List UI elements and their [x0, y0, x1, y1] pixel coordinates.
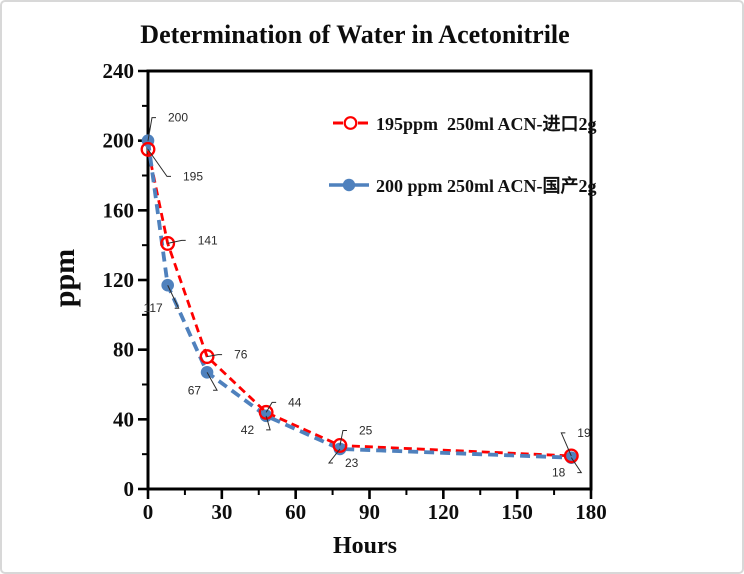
- data-label: 67: [188, 383, 202, 397]
- y-tick-label: 80: [113, 338, 134, 362]
- red-dashed-open-circle-marker-icon: [333, 116, 368, 130]
- data-label: 25: [359, 423, 373, 437]
- y-axis-label: ppm: [48, 248, 81, 308]
- leader-line: [265, 415, 271, 431]
- y-tick-label: 40: [113, 407, 134, 431]
- x-tick-label: 30: [211, 500, 232, 524]
- marker-open-circle-0: [258, 404, 274, 420]
- y-tick-label: 120: [103, 268, 135, 292]
- leader-line: [167, 285, 180, 309]
- chart-title: Determination of Water in Acetonitrile: [140, 20, 570, 49]
- leader-line: [570, 457, 583, 474]
- data-label: 18: [552, 466, 566, 480]
- data-label: 23: [345, 456, 359, 470]
- leader-line: [339, 429, 347, 446]
- x-tick-label: 0: [143, 500, 154, 524]
- leader-line: [206, 354, 223, 358]
- data-label: 76: [234, 348, 248, 362]
- leader-line: [147, 117, 156, 141]
- data-label: 42: [241, 423, 255, 437]
- data-label: 19: [577, 426, 591, 440]
- legend-entry-domestic: 200 ppm 250ml ACN-国产2g: [329, 172, 597, 198]
- x-tick-label: 60: [285, 500, 306, 524]
- x-tick-label: 180: [575, 500, 607, 524]
- marker-open-circle-0: [199, 349, 215, 365]
- legend-entry-imported: 195ppm 250ml ACN-进口2g: [332, 110, 597, 136]
- marker-open-circle-0: [332, 438, 348, 453]
- data-label: 195: [183, 169, 203, 183]
- marker-open-circle-0: [563, 448, 579, 464]
- blue-solid-filled-circle-marker-icon: [329, 178, 369, 192]
- x-tick-label: 90: [359, 500, 380, 524]
- data-label: 141: [198, 233, 218, 247]
- marker-open-circle-0: [140, 141, 156, 157]
- x-tick-label: 150: [501, 500, 533, 524]
- series-line-1: [146, 140, 572, 460]
- leader-line: [265, 401, 277, 413]
- y-tick-label: 160: [103, 198, 135, 222]
- legend-label-domestic: 200 ppm 250ml ACN-国产2g: [376, 176, 597, 196]
- marker-open-circle-0: [160, 235, 176, 251]
- data-label: 117: [144, 301, 163, 315]
- leader-line: [167, 239, 186, 244]
- x-axis-label: Hours: [332, 533, 397, 559]
- data-label: 44: [288, 395, 302, 409]
- leader-line: [147, 149, 171, 177]
- leader-line: [206, 372, 218, 391]
- x-tick-label: 120: [428, 500, 460, 524]
- legend-label-imported: 195ppm 250ml ACN-进口2g: [376, 114, 597, 134]
- y-tick-label: 240: [103, 59, 135, 83]
- data-label: 200: [168, 111, 188, 125]
- leader-line: [560, 432, 572, 457]
- leader-line: [327, 448, 341, 464]
- series-line-0: [146, 149, 572, 458]
- y-tick-label: 0: [124, 477, 135, 501]
- y-tick-label: 200: [103, 129, 135, 153]
